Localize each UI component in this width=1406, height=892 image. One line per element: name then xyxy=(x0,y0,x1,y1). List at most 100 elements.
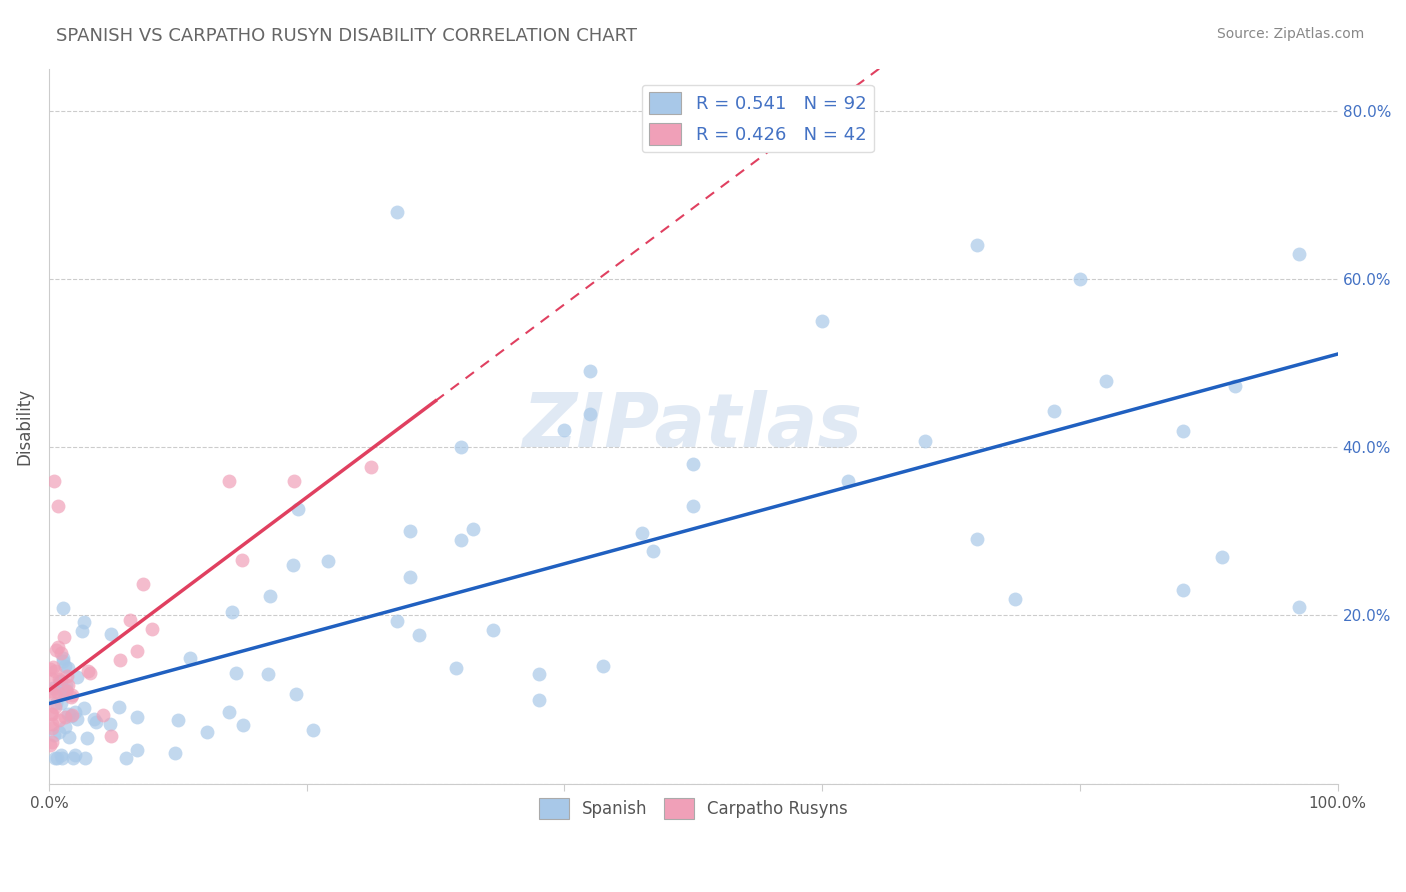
Point xyxy=(41,721,63,735)
Point xyxy=(66,712,89,726)
Point xyxy=(76,731,98,745)
Point xyxy=(42,474,65,488)
Point xyxy=(52,630,75,644)
Point xyxy=(179,651,201,665)
Point xyxy=(553,423,575,437)
Text: SPANISH VS CARPATHO RUSYN DISABILITY CORRELATION CHART: SPANISH VS CARPATHO RUSYN DISABILITY COR… xyxy=(56,27,637,45)
Point xyxy=(966,532,988,546)
Point xyxy=(45,643,67,657)
Point xyxy=(49,673,72,688)
Point xyxy=(579,364,602,378)
Point xyxy=(195,725,218,739)
Point xyxy=(360,459,382,474)
Point xyxy=(53,720,76,734)
Point xyxy=(284,687,307,701)
Point xyxy=(84,715,107,730)
Point xyxy=(41,734,63,748)
Point xyxy=(127,710,149,724)
Point xyxy=(60,688,83,702)
Point xyxy=(52,654,75,668)
Point xyxy=(127,743,149,757)
Point xyxy=(966,238,988,252)
Point xyxy=(79,666,101,681)
Point xyxy=(1043,403,1066,417)
Point xyxy=(45,696,67,710)
Point xyxy=(58,678,80,692)
Point xyxy=(59,690,82,705)
Point xyxy=(62,751,84,765)
Point xyxy=(39,707,62,722)
Point xyxy=(259,589,281,603)
Point xyxy=(49,696,72,710)
Point xyxy=(1288,246,1310,260)
Point xyxy=(55,682,77,697)
Point xyxy=(811,314,834,328)
Point xyxy=(73,615,96,629)
Point xyxy=(301,723,323,737)
Point xyxy=(579,407,602,421)
Point xyxy=(46,640,69,654)
Point xyxy=(592,659,614,673)
Point xyxy=(41,672,63,686)
Point xyxy=(682,457,704,471)
Point xyxy=(450,440,472,454)
Point xyxy=(39,683,62,698)
Y-axis label: Disability: Disability xyxy=(15,387,32,465)
Point xyxy=(630,525,652,540)
Point xyxy=(53,659,76,673)
Point xyxy=(1171,425,1194,439)
Point xyxy=(641,544,664,558)
Point xyxy=(52,601,75,615)
Point xyxy=(46,499,69,513)
Point xyxy=(65,669,87,683)
Point xyxy=(42,660,65,674)
Text: ZIPatlas: ZIPatlas xyxy=(523,390,863,463)
Point xyxy=(56,661,79,675)
Point xyxy=(1211,549,1233,564)
Point xyxy=(44,751,66,765)
Point xyxy=(1171,583,1194,598)
Point xyxy=(914,434,936,449)
Point xyxy=(131,577,153,591)
Point xyxy=(51,751,73,765)
Point xyxy=(231,553,253,567)
Point xyxy=(42,728,65,742)
Point xyxy=(1094,374,1116,388)
Point xyxy=(70,624,93,639)
Point xyxy=(225,666,247,681)
Point xyxy=(49,747,72,762)
Point xyxy=(55,684,77,698)
Point xyxy=(108,653,131,667)
Legend: Spanish, Carpatho Rusyns: Spanish, Carpatho Rusyns xyxy=(531,792,855,825)
Point xyxy=(91,707,114,722)
Point xyxy=(316,554,339,568)
Point xyxy=(141,623,163,637)
Point xyxy=(682,499,704,513)
Point xyxy=(58,730,80,744)
Point xyxy=(527,692,550,706)
Point xyxy=(450,533,472,547)
Point xyxy=(166,713,188,727)
Point xyxy=(46,685,69,699)
Point xyxy=(408,628,430,642)
Point xyxy=(56,706,79,721)
Point xyxy=(39,662,62,676)
Point xyxy=(53,686,76,700)
Point xyxy=(1223,378,1246,392)
Point xyxy=(108,699,131,714)
Point xyxy=(398,570,420,584)
Point xyxy=(100,729,122,743)
Point xyxy=(837,474,859,488)
Point xyxy=(52,685,75,699)
Point xyxy=(481,623,503,637)
Point xyxy=(398,524,420,539)
Text: Source: ZipAtlas.com: Source: ZipAtlas.com xyxy=(1216,27,1364,41)
Point xyxy=(44,699,66,714)
Point xyxy=(444,661,467,675)
Point xyxy=(48,725,70,739)
Point xyxy=(53,710,76,724)
Point xyxy=(41,707,63,722)
Point xyxy=(283,474,305,488)
Point xyxy=(98,716,121,731)
Point xyxy=(118,613,141,627)
